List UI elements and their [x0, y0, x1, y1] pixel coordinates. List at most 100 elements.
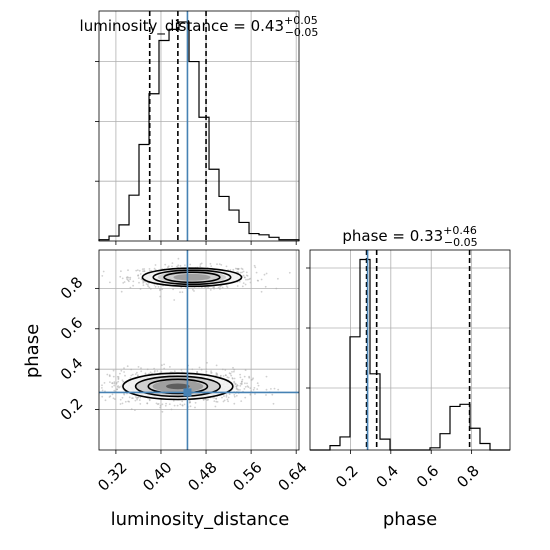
scatter-point — [179, 264, 182, 267]
scatter-point — [238, 280, 241, 283]
scatter-point — [206, 361, 208, 364]
scatter-point — [167, 266, 169, 269]
x-tick-label-luminosity-distance: 0.40 — [139, 458, 175, 494]
scatter-point — [157, 403, 160, 405]
scatter-point — [131, 373, 134, 376]
scatter-point — [179, 403, 182, 406]
scatter-point — [101, 395, 104, 398]
scatter-point — [188, 401, 191, 403]
scatter-point — [159, 295, 162, 298]
scatter-point — [137, 277, 140, 279]
scatter-point — [239, 382, 242, 385]
contour-line — [147, 378, 209, 395]
scatter-point — [243, 276, 246, 279]
scatter-point — [249, 281, 252, 284]
scatter-point — [161, 364, 163, 367]
x-tick-label-phase: 0.8 — [453, 462, 483, 492]
scatter-point — [159, 404, 162, 407]
density-content — [90, 250, 299, 450]
scatter-point — [129, 377, 132, 379]
scatter-point — [253, 387, 256, 389]
scatter-point — [233, 368, 236, 371]
scatter-point — [191, 368, 194, 371]
scatter-point — [223, 395, 225, 397]
scatter-point — [177, 264, 180, 267]
scatter-point — [246, 382, 248, 385]
scatter-point — [116, 375, 119, 378]
scatter-point — [129, 278, 132, 281]
scatter-point — [172, 288, 175, 291]
title-phase: phase = 0.33+0.46 −0.05 — [342, 224, 477, 249]
histogram — [310, 258, 510, 451]
scatter-point — [252, 388, 255, 391]
histogram-step — [310, 258, 510, 451]
scatter-point — [239, 385, 242, 387]
scatter-point — [139, 396, 142, 399]
scatter-point — [168, 403, 171, 405]
scatter-point — [216, 263, 218, 266]
scatter-point — [153, 371, 156, 373]
scatter-point — [120, 290, 123, 293]
scatter-point — [207, 286, 210, 289]
scatter-point — [231, 371, 233, 373]
scatter-point — [226, 398, 229, 401]
scatter-point — [209, 262, 212, 265]
scatter-point — [210, 372, 213, 374]
scatter-point — [275, 287, 278, 290]
scatter-point — [219, 288, 221, 290]
scatter-point — [245, 271, 248, 274]
contour-line — [152, 269, 232, 286]
scatter-point — [132, 280, 135, 283]
scatter-point — [215, 364, 218, 367]
scatter-point — [126, 365, 129, 368]
scatter-point — [106, 373, 109, 376]
scatter-point — [90, 385, 92, 387]
scatter-point — [226, 376, 229, 379]
x-tick-label-phase: 0.2 — [332, 462, 362, 492]
scatter-point — [113, 382, 116, 385]
scatter-point — [134, 409, 136, 411]
scatter-point — [233, 377, 236, 380]
scatter-point — [233, 395, 236, 398]
scatter-point — [132, 284, 135, 287]
scatter-point — [180, 286, 183, 289]
scatter-point — [265, 375, 268, 378]
scatter-point — [95, 387, 97, 389]
scatter-point — [169, 366, 171, 368]
scatter-point — [244, 386, 247, 388]
scatter-point — [137, 274, 140, 277]
scatter-point — [124, 400, 127, 403]
scatter-point — [202, 399, 205, 401]
scatter-point — [172, 399, 175, 402]
scatter-point — [96, 388, 98, 390]
scatter-point — [215, 372, 218, 374]
scatter-point — [239, 389, 241, 391]
scatter-point — [132, 397, 134, 399]
scatter-point — [225, 394, 228, 397]
scatter-point — [236, 285, 239, 287]
scatter-point — [153, 267, 156, 270]
scatter-point — [95, 393, 97, 395]
scatter-point — [170, 408, 173, 411]
scatter-point — [179, 291, 181, 294]
scatter-point — [273, 387, 276, 390]
scatter-point — [103, 382, 106, 384]
scatter-point — [111, 386, 114, 388]
scatter-point — [194, 401, 197, 404]
scatter-point — [244, 369, 247, 371]
scatter-point — [123, 393, 126, 396]
scatter-point — [129, 286, 132, 289]
panel-luminosity-distance-histogram: luminosity_distance = 0.43+0.05 −0.05 — [80, 10, 318, 245]
scatter-point — [142, 279, 144, 282]
scatter-point — [109, 281, 111, 284]
scatter-point — [113, 381, 116, 384]
scatter-point — [221, 396, 223, 399]
scatter-point — [254, 266, 257, 269]
scatter-point — [123, 371, 125, 373]
scatter-point — [101, 387, 103, 389]
scatter-point — [161, 410, 164, 413]
scatter-point — [101, 275, 104, 277]
scatter-point — [149, 288, 152, 290]
scatter-point — [227, 396, 230, 399]
scatter-point — [161, 288, 164, 291]
